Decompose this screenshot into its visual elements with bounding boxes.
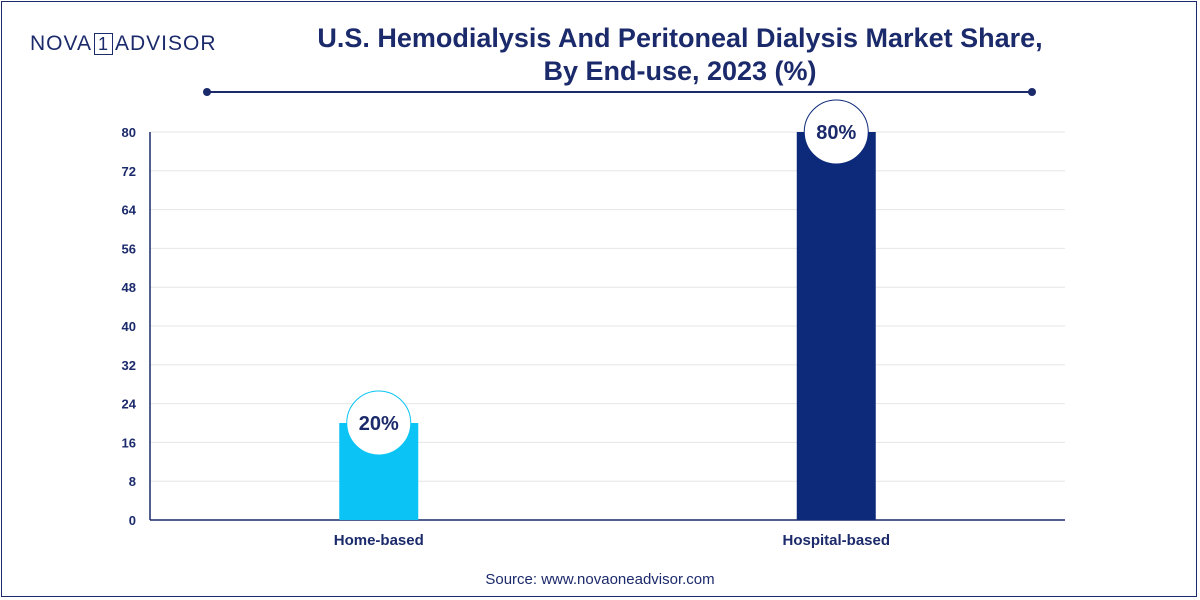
brand-logo-right: ADVISOR: [114, 32, 217, 55]
y-tick-label: 0: [129, 513, 136, 528]
x-tick-label: Hospital-based: [782, 532, 890, 549]
bar-hospital-based: [796, 132, 876, 520]
y-tick-label: 64: [122, 203, 137, 218]
data-label-bubble: [803, 99, 869, 165]
y-tick-label: 48: [122, 280, 136, 295]
brand-logo: NOVA 1 ADVISOR: [30, 32, 217, 56]
y-tick-label: 56: [122, 241, 136, 256]
brand-logo-left: NOVA: [30, 32, 92, 55]
title-divider: [203, 88, 1036, 96]
data-label: 80%: [816, 122, 856, 144]
chart-title: U.S. Hemodialysis And Peritoneal Dialysi…: [220, 22, 1140, 88]
y-tick-label: 72: [122, 164, 136, 179]
source-note: Source: www.novaoneadvisor.com: [485, 571, 715, 588]
y-tick-label: 16: [122, 435, 136, 450]
chart-title-line1: U.S. Hemodialysis And Peritoneal Dialysi…: [317, 23, 1043, 53]
data-label-bubble: [346, 390, 412, 456]
y-tick-label: 40: [122, 319, 136, 334]
data-label: 20%: [359, 413, 399, 435]
divider-dot-left: [203, 88, 211, 96]
y-tick-label: 32: [122, 358, 136, 373]
divider-dot-right: [1028, 88, 1036, 96]
y-tick-label: 80: [122, 125, 136, 140]
x-tick-label: Home-based: [334, 532, 424, 549]
y-tick-label: 8: [129, 474, 136, 489]
chart-title-line2: By End-use, 2023 (%): [543, 56, 817, 86]
y-tick-label: 24: [122, 397, 137, 412]
brand-logo-boxed: 1: [93, 33, 113, 55]
